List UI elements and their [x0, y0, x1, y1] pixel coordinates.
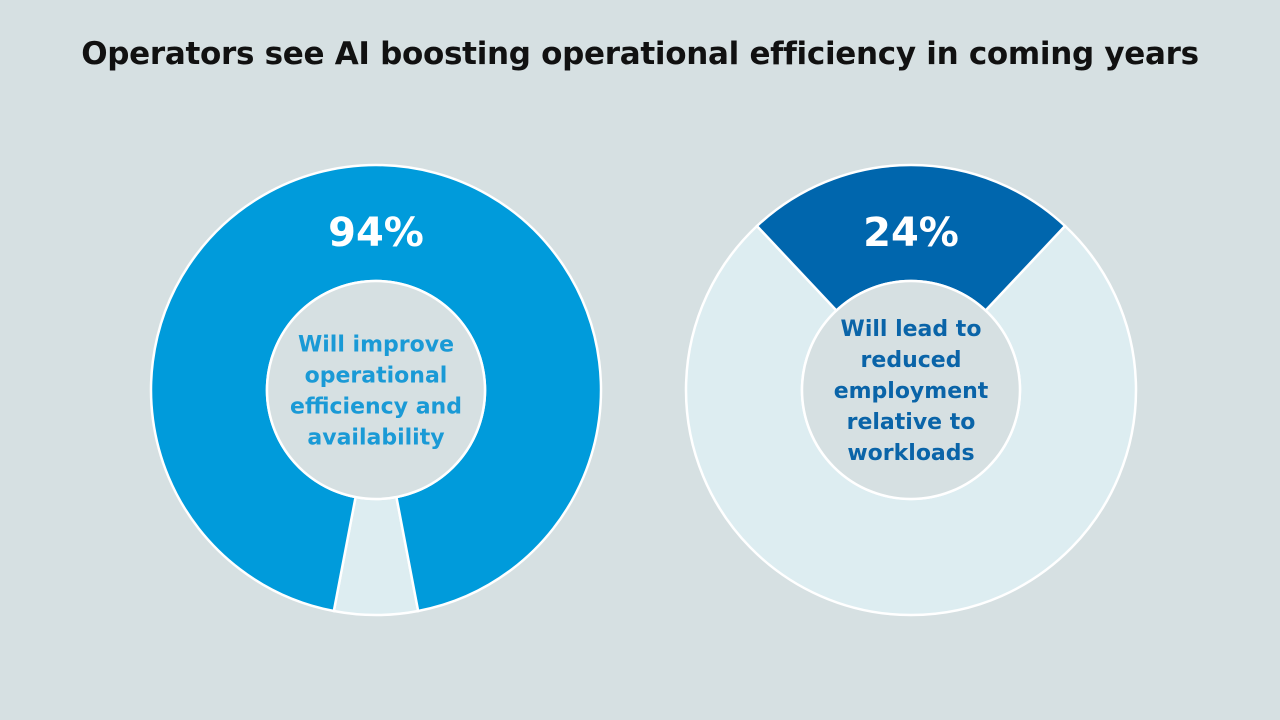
value-label: 94%: [328, 210, 424, 256]
center-label-line: availability: [307, 426, 444, 451]
value-label: 24%: [863, 210, 959, 256]
center-label-line: reduced: [861, 348, 962, 373]
center-label-line: employment: [834, 379, 989, 404]
center-label-line: operational: [305, 364, 448, 389]
center-label-line: workloads: [847, 441, 974, 466]
center-label-line: Will lead to: [841, 317, 982, 342]
center-label-line: efficiency and: [290, 395, 462, 420]
center-label-line: Will improve: [298, 333, 454, 358]
donut-hole: [265, 279, 487, 501]
center-label-line: relative to: [847, 410, 976, 435]
donut-hole: [800, 279, 1022, 501]
chart-title: Operators see AI boosting operational ef…: [81, 36, 1199, 72]
